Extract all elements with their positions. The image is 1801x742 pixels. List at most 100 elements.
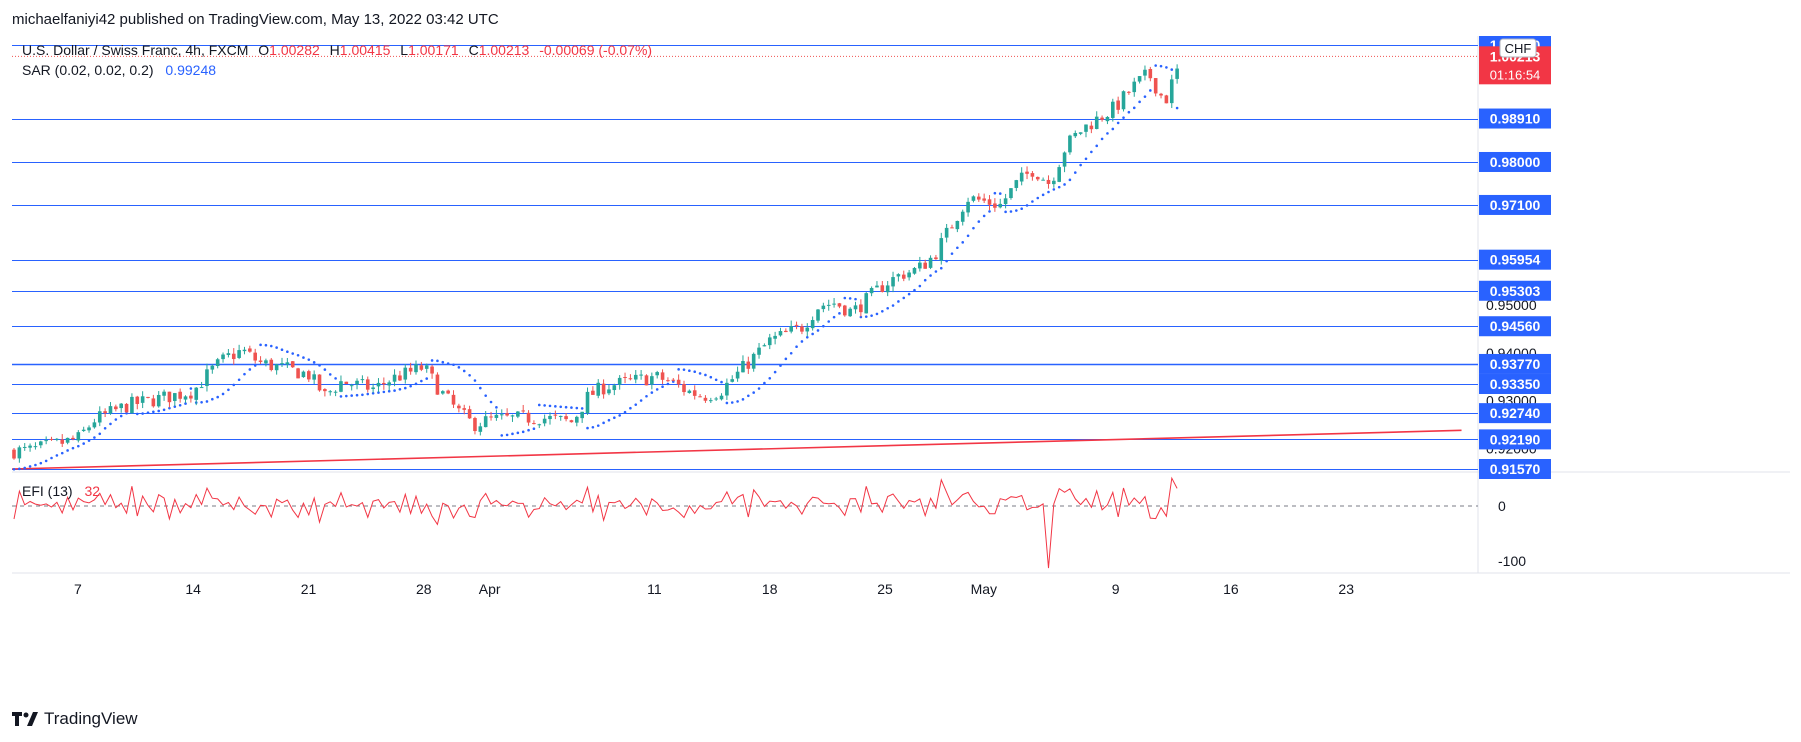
sar-dot [387, 389, 391, 393]
sar-dot [575, 406, 579, 410]
candle-body [698, 396, 702, 398]
candle-body [71, 437, 75, 440]
chart-svg[interactable]: 7 14 21 28 Apr 11 18 25 May 9 16 23 0.950000.940000… [11, 35, 1790, 696]
sar-dot [119, 414, 123, 418]
level-price-label: 0.95954 [1490, 252, 1541, 268]
sar-dot [977, 220, 981, 223]
candle-body [585, 391, 590, 414]
level-price-label: 0.98000 [1490, 154, 1541, 170]
sar-dot [28, 465, 32, 468]
sar-dot [779, 364, 782, 367]
level-price-label: 0.92190 [1490, 431, 1541, 447]
candle-body [558, 415, 563, 417]
candle-body [355, 380, 359, 385]
sar-dot [870, 314, 873, 317]
sar-dot [805, 335, 809, 339]
sar-dot [570, 406, 573, 409]
sar-dot [1052, 188, 1056, 191]
sar-dot [109, 422, 112, 426]
sar-dot [763, 381, 766, 385]
candle-body [151, 398, 156, 407]
candle-body [901, 274, 906, 279]
high-label: H [329, 42, 340, 58]
chart-area[interactable]: 7 14 21 28 Apr 11 18 25 May 9 16 23 0.95000 0.94000 0… [11, 35, 1790, 696]
sar-dot [162, 408, 166, 412]
candle-body [403, 367, 408, 380]
sar-dot [891, 304, 895, 307]
candle-body [816, 309, 820, 321]
candle-body [301, 371, 306, 378]
sar-dot [216, 395, 219, 399]
sar-dot [527, 428, 530, 432]
candle-body [494, 414, 499, 418]
sar-dot [591, 425, 595, 429]
candle-body [918, 262, 922, 269]
sar-dot [82, 442, 85, 445]
sar-dot [473, 379, 477, 382]
sar-dot [328, 373, 332, 376]
candle-body [741, 361, 745, 373]
level-price-label: 0.91570 [1490, 461, 1541, 477]
level-price-badge [1479, 403, 1551, 424]
sar-dot [516, 431, 520, 435]
candle-body [687, 390, 692, 394]
tradingview-brand[interactable]: TradingView [12, 709, 138, 729]
candle-body [591, 390, 595, 395]
sar-dot [982, 214, 986, 218]
sar-dot [44, 459, 48, 463]
sar-dot [661, 385, 664, 389]
candle-body [333, 391, 338, 393]
candle-body [1030, 173, 1035, 177]
sar-dot [125, 411, 128, 415]
sar-dot [345, 394, 348, 398]
time-axis-label: 23 [1338, 581, 1354, 597]
candle-body [124, 403, 129, 413]
level-price-badge [1479, 374, 1551, 395]
candle-body [966, 201, 970, 213]
sar-dot [34, 463, 37, 467]
sar-dot [39, 461, 43, 465]
sar-dot [205, 400, 209, 403]
candle-body [462, 408, 467, 410]
sar-dot [736, 400, 739, 403]
candle-body [1143, 69, 1147, 76]
candle-body [221, 354, 225, 360]
sar-dot [495, 406, 498, 409]
candle-body [1009, 188, 1013, 199]
candle-body [87, 427, 91, 431]
level-price-label: 0.92740 [1490, 405, 1541, 421]
candle-body [183, 396, 188, 400]
sar-dot [152, 410, 155, 414]
time-axis-label: May [971, 581, 997, 597]
sar-dot [1175, 106, 1179, 110]
sar-dot [929, 274, 932, 277]
level-price-label: 0.93770 [1490, 356, 1541, 372]
sar-dot [730, 401, 734, 404]
candle-body [323, 389, 327, 392]
sar-dot [1068, 178, 1072, 182]
candle-body [923, 262, 927, 269]
sar-dot [71, 446, 75, 450]
sar-dot [446, 362, 450, 365]
candle-body [644, 375, 649, 386]
candle-body [478, 426, 483, 432]
sar-dot [1111, 127, 1115, 131]
candle-body [1137, 76, 1142, 82]
sar-dot [618, 414, 621, 417]
sar-dot [1143, 95, 1147, 98]
sar-dot [307, 358, 311, 361]
sar-dot [264, 343, 268, 347]
sar-dot [505, 433, 509, 437]
candle-body [226, 353, 231, 355]
candle-body [896, 274, 901, 277]
candle-body [1041, 179, 1045, 181]
candle-body [1159, 93, 1163, 96]
sar-dot [511, 432, 514, 436]
candle-body [1014, 180, 1019, 188]
candle-body [419, 365, 424, 370]
level-price-badge [1479, 280, 1551, 301]
level-price-badge [1479, 108, 1551, 129]
candle-body [28, 445, 32, 448]
sar-dot [602, 421, 605, 425]
candle-body [457, 405, 461, 409]
